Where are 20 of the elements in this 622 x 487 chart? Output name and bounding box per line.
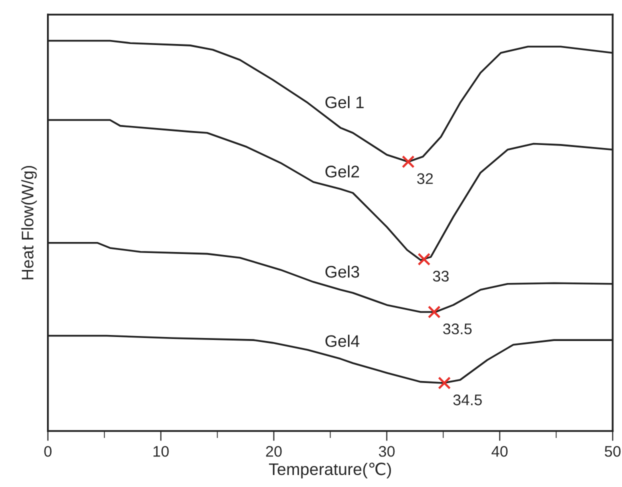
point	[418, 252, 430, 266]
point	[428, 306, 441, 318]
series-label: Gel4	[325, 334, 360, 348]
point	[402, 155, 415, 168]
annotation: 34.5	[453, 394, 482, 406]
annotation: 33	[432, 270, 449, 282]
annotation: 33.5	[443, 323, 472, 334]
x-axis-title: Temperature(℃)	[268, 462, 391, 478]
x-tick-label: 50	[604, 446, 621, 457]
series-label: Gel 1	[325, 96, 364, 108]
x-tick-label: 40	[492, 446, 508, 457]
annotation: 32	[417, 173, 433, 184]
x-tick-label: 30	[378, 446, 395, 457]
x-tick-label: 0	[44, 446, 52, 457]
series-label: Gel2	[325, 165, 359, 178]
x-tick-label: 20	[266, 446, 282, 457]
x-tick-label: 10	[154, 446, 169, 457]
series-label: Gel3	[325, 265, 360, 278]
y-axis-title: Heat Flow(W/g)	[21, 166, 37, 280]
point	[438, 376, 451, 390]
